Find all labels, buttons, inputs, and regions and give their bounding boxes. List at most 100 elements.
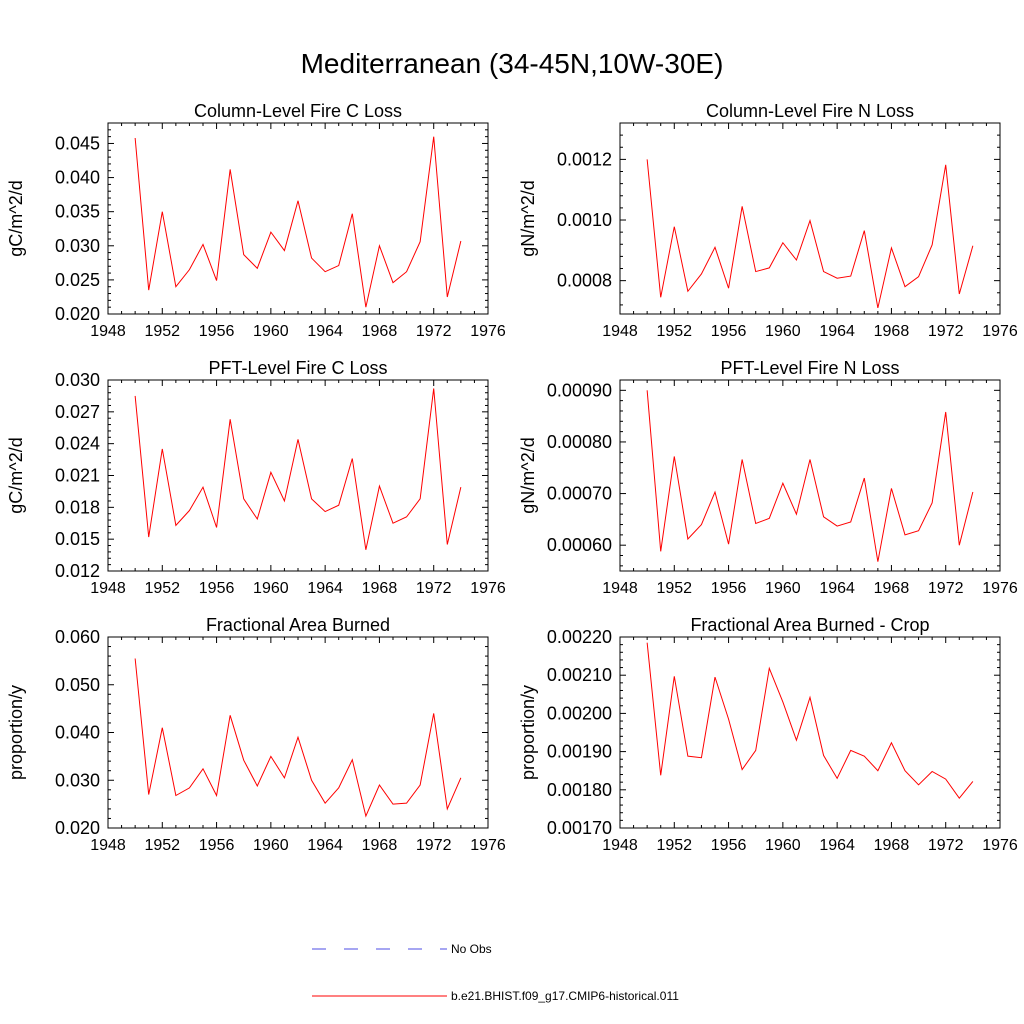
panel-title: Column-Level Fire C Loss — [194, 101, 402, 121]
x-tick-label: 1968 — [362, 323, 398, 340]
figure-title: Mediterranean (34-45N,10W-30E) — [300, 48, 724, 79]
legend-label: No Obs — [451, 942, 492, 956]
y-tick-label: 0.050 — [55, 675, 100, 695]
x-tick-label: 1960 — [253, 580, 289, 597]
y-tick-label: 0.060 — [55, 627, 100, 647]
chart-panel-6: Fractional Area Burned - Crop proportion/… — [518, 615, 1018, 854]
y-tick-label: 0.021 — [55, 466, 100, 486]
x-tick-label: 1960 — [253, 837, 289, 854]
x-tick-label: 1960 — [765, 837, 801, 854]
y-tick-label: 0.030 — [55, 370, 100, 390]
x-tick-label: 1976 — [982, 580, 1018, 597]
legend: No Obs b.e21.BHIST.f09_g17.CMIP6-historic… — [312, 942, 679, 1003]
chart-panel-3: PFT-Level Fire C Loss gC/m^2/d 1948 1952 195… — [6, 358, 506, 597]
x-tick-label: 1968 — [362, 580, 398, 597]
panel-title: PFT-Level Fire N Loss — [720, 358, 899, 378]
x-tick-label: 1964 — [307, 580, 343, 597]
y-axis-label: gC/m^2/d — [6, 437, 26, 513]
x-tick-label: 1976 — [470, 580, 506, 597]
y-tick-label: 0.025 — [55, 270, 100, 290]
x-tick-label: 1972 — [928, 580, 964, 597]
y-tick-label: 0.00210 — [547, 665, 612, 685]
x-tick-label: 1952 — [144, 323, 180, 340]
x-tick-label: 1948 — [90, 323, 126, 340]
x-tick-label: 1960 — [765, 580, 801, 597]
y-tick-label: 0.00220 — [547, 627, 612, 647]
x-tick-label: 1964 — [819, 580, 855, 597]
x-tick-label: 1964 — [819, 837, 855, 854]
panel-title: PFT-Level Fire C Loss — [208, 358, 387, 378]
y-tick-label: 0.027 — [55, 402, 100, 422]
y-tick-label: 0.030 — [55, 770, 100, 790]
series-line — [646, 390, 974, 562]
y-axis-label: gC/m^2/d — [6, 180, 26, 256]
x-tick-label: 1956 — [711, 580, 747, 597]
series-line — [134, 388, 462, 550]
y-axis-label: gN/m^2/d — [518, 437, 538, 513]
x-tick-label: 1972 — [416, 580, 452, 597]
panel-title: Fractional Area Burned — [206, 615, 390, 635]
chart-panel-4: PFT-Level Fire N Loss gN/m^2/d 1948 1952 195… — [518, 358, 1018, 597]
series-line — [646, 159, 974, 309]
x-tick-label: 1968 — [874, 323, 910, 340]
panel-title: Fractional Area Burned - Crop — [690, 615, 929, 635]
x-tick-label: 1948 — [602, 580, 638, 597]
x-tick-label: 1952 — [656, 323, 692, 340]
x-tick-label: 1956 — [711, 323, 747, 340]
x-tick-label: 1968 — [874, 837, 910, 854]
x-tick-label: 1964 — [819, 323, 855, 340]
y-tick-label: 0.00170 — [547, 818, 612, 838]
panel-title: Column-Level Fire N Loss — [706, 101, 914, 121]
y-tick-label: 0.045 — [55, 133, 100, 153]
x-tick-label: 1972 — [416, 323, 452, 340]
y-tick-label: 0.00200 — [547, 703, 612, 723]
y-axis-label: proportion/y — [518, 685, 538, 780]
series-line — [134, 136, 462, 308]
x-tick-label: 1956 — [711, 837, 747, 854]
series-line — [646, 642, 974, 800]
y-tick-label: 0.020 — [55, 818, 100, 838]
x-tick-label: 1968 — [874, 580, 910, 597]
x-tick-label: 1976 — [470, 837, 506, 854]
plot-frame — [107, 636, 489, 829]
x-tick-label: 1960 — [253, 323, 289, 340]
plot-frame — [619, 636, 1001, 829]
y-tick-label: 0.020 — [55, 304, 100, 324]
x-tick-label: 1956 — [199, 837, 235, 854]
x-tick-label: 1948 — [602, 323, 638, 340]
y-axis-label: gN/m^2/d — [518, 180, 538, 256]
x-tick-label: 1952 — [656, 837, 692, 854]
series-line — [134, 658, 462, 818]
y-tick-label: 0.040 — [55, 723, 100, 743]
y-tick-label: 0.024 — [55, 434, 100, 454]
x-tick-label: 1972 — [928, 323, 964, 340]
x-tick-label: 1972 — [416, 837, 452, 854]
x-tick-label: 1972 — [928, 837, 964, 854]
y-tick-label: 0.0010 — [557, 210, 612, 230]
y-tick-label: 0.00180 — [547, 780, 612, 800]
x-tick-label: 1964 — [307, 837, 343, 854]
x-tick-label: 1968 — [362, 837, 398, 854]
y-tick-label: 0.035 — [55, 202, 100, 222]
x-tick-label: 1964 — [307, 323, 343, 340]
y-tick-label: 0.00060 — [547, 535, 612, 555]
x-tick-label: 1952 — [144, 837, 180, 854]
y-tick-label: 0.00090 — [547, 380, 612, 400]
y-tick-label: 0.012 — [55, 561, 100, 581]
chart-panel-5: Fractional Area Burned proportion/y 1948 19… — [6, 615, 506, 854]
y-axis-label: proportion/y — [6, 685, 26, 780]
y-tick-label: 0.030 — [55, 236, 100, 256]
chart-panel-1: Column-Level Fire C Loss gC/m^2/d 1948 1952… — [6, 101, 506, 340]
y-tick-label: 0.040 — [55, 168, 100, 188]
legend-label: b.e21.BHIST.f09_g17.CMIP6-historical.011 — [451, 989, 679, 1003]
y-tick-label: 0.018 — [55, 497, 100, 517]
x-tick-label: 1976 — [982, 323, 1018, 340]
x-tick-label: 1948 — [602, 837, 638, 854]
y-tick-label: 0.0012 — [557, 149, 612, 169]
y-tick-label: 0.015 — [55, 529, 100, 549]
y-tick-label: 0.0008 — [557, 271, 612, 291]
plot-frame — [107, 122, 489, 315]
y-tick-label: 0.00070 — [547, 484, 612, 504]
plot-frame — [619, 122, 1001, 315]
